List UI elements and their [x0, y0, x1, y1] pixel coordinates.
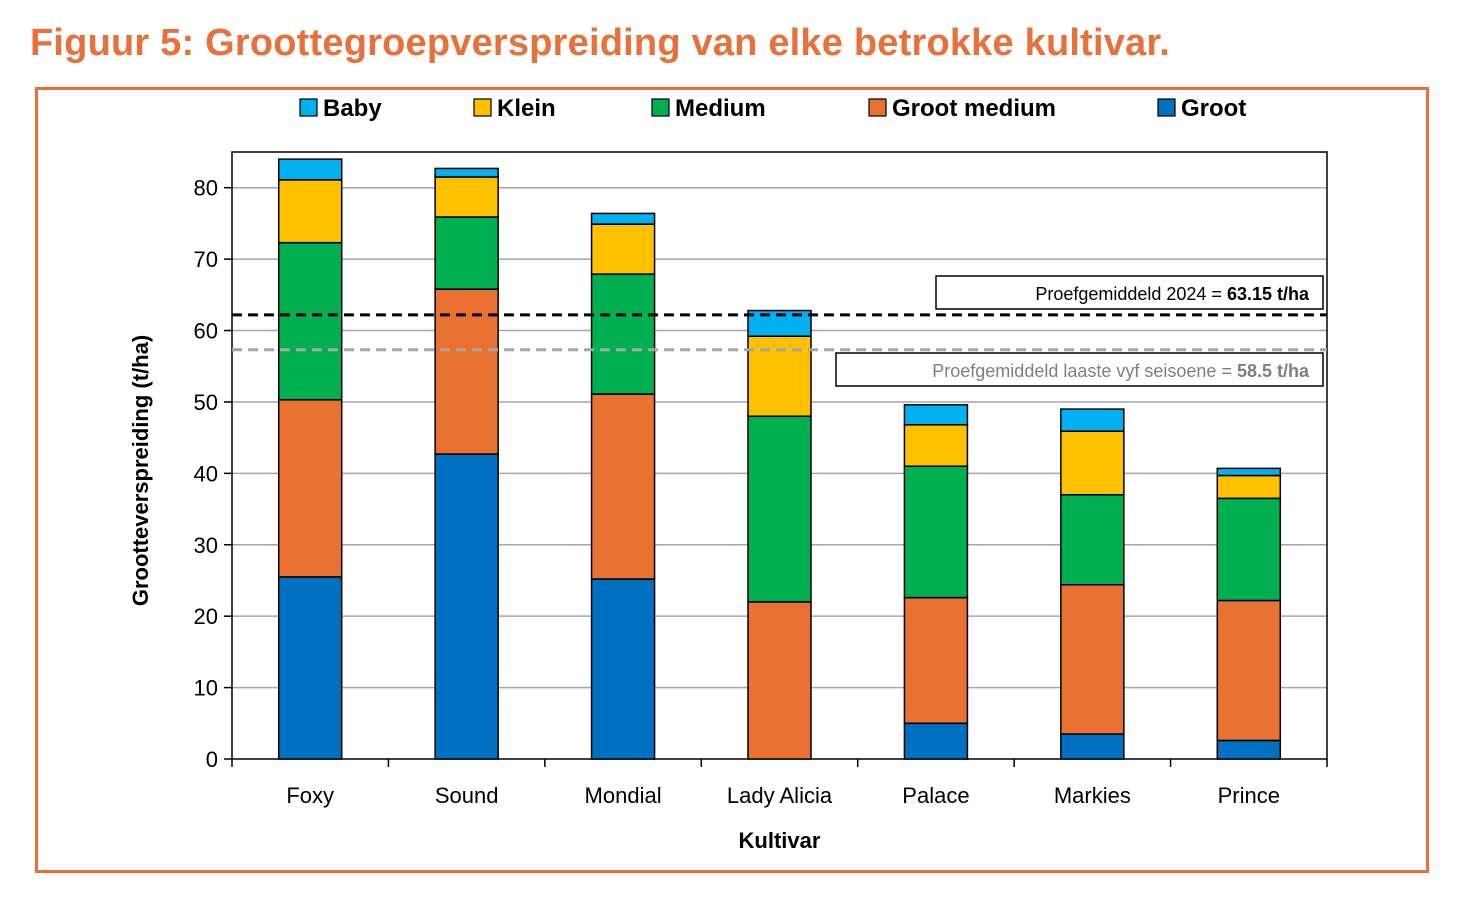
- bar-groot-markies: [1060, 733, 1125, 760]
- y-tick-label: 50: [194, 390, 218, 415]
- reference-label-prefix: Proefgemiddeld laaste vyf seisoene =: [932, 361, 1237, 381]
- reference-label-prefix: Proefgemiddeld 2024 =: [1035, 284, 1227, 304]
- legend-label: Medium: [675, 95, 766, 122]
- reference-label-box-2: [835, 352, 1324, 387]
- bar-groot-medium-mondial: [590, 393, 656, 580]
- y-tick-label: 40: [194, 461, 218, 486]
- bar-klein-lady-alicia: [747, 335, 812, 417]
- bar-medium-mondial: [590, 273, 656, 395]
- bar-groot-medium-foxy: [277, 399, 343, 578]
- bar-klein-mondial: [590, 223, 656, 275]
- bar-baby-prince: [1216, 467, 1282, 477]
- x-tick-label: Sound: [435, 783, 499, 808]
- y-tick-label: 60: [194, 319, 218, 344]
- x-tick-label: Palace: [902, 783, 969, 808]
- bar-groot-medium-palace: [903, 596, 969, 725]
- x-tick-label: Prince: [1218, 783, 1280, 808]
- bar-baby-foxy: [277, 158, 343, 181]
- x-tick-label: Mondial: [585, 783, 662, 808]
- legend-label: Baby: [323, 95, 382, 122]
- legend-swatch-groot: [1157, 98, 1176, 117]
- bar-groot-medium-sound: [434, 288, 499, 455]
- bar-medium-markies: [1060, 494, 1125, 586]
- legend-swatch-medium: [651, 98, 670, 117]
- x-tick-label: Lady Alicia: [727, 783, 833, 808]
- bar-medium-palace: [903, 465, 969, 599]
- bar-klein-foxy: [277, 179, 343, 244]
- legend-label: Groot: [1181, 95, 1246, 122]
- figure-title: Figuur 5: Groottegroepverspreiding van e…: [30, 22, 1171, 64]
- y-axis-title: Grootteverspreiding (t/ha): [128, 335, 153, 606]
- x-axis-title: Kultivar: [739, 828, 821, 853]
- y-tick-label: 10: [194, 676, 218, 701]
- legend-swatch-klein: [473, 98, 492, 117]
- x-tick-label: Markies: [1054, 783, 1131, 808]
- bar-klein-prince: [1216, 474, 1282, 500]
- bar-groot-palace: [903, 722, 969, 760]
- y-tick-label: 70: [194, 247, 218, 272]
- reference-label-value: 63.15 t/ha: [1227, 284, 1310, 304]
- legend-swatch-groot-medium: [868, 98, 887, 117]
- reference-label-1: Proefgemiddeld 2024 = 63.15 t/ha: [1035, 284, 1310, 304]
- bar-medium-prince: [1216, 497, 1282, 602]
- chart-frame: [35, 87, 1429, 873]
- legend-label: Groot medium: [892, 95, 1056, 122]
- bar-groot-sound: [434, 453, 499, 760]
- y-tick-label: 0: [206, 747, 218, 772]
- bar-medium-foxy: [277, 241, 343, 401]
- reference-label-box-1: [935, 275, 1324, 310]
- bar-klein-sound: [434, 176, 499, 218]
- bar-baby-palace: [903, 404, 969, 426]
- y-tick-label: 20: [194, 604, 218, 629]
- bar-baby-markies: [1060, 408, 1125, 432]
- reference-label-value: 58.5 t/ha: [1237, 361, 1310, 381]
- x-tick-label: Foxy: [286, 783, 334, 808]
- y-tick-label: 30: [194, 533, 218, 558]
- bar-groot-medium-markies: [1060, 584, 1125, 735]
- legend-label: Klein: [497, 95, 556, 122]
- bar-groot-prince: [1216, 739, 1282, 760]
- bar-medium-sound: [434, 216, 499, 290]
- bar-klein-markies: [1060, 430, 1125, 496]
- bar-groot-medium-lady-alicia: [747, 601, 812, 760]
- y-tick-label: 80: [194, 176, 218, 201]
- bar-baby-sound: [434, 167, 499, 178]
- bar-groot-mondial: [590, 578, 656, 760]
- reference-label-2: Proefgemiddeld laaste vyf seisoene = 58.…: [932, 361, 1310, 381]
- bar-groot-foxy: [277, 576, 343, 760]
- legend-swatch-baby: [299, 98, 318, 117]
- bar-klein-palace: [903, 424, 969, 467]
- bar-medium-lady-alicia: [747, 415, 812, 603]
- bar-baby-mondial: [590, 212, 656, 225]
- bar-groot-medium-prince: [1216, 599, 1282, 742]
